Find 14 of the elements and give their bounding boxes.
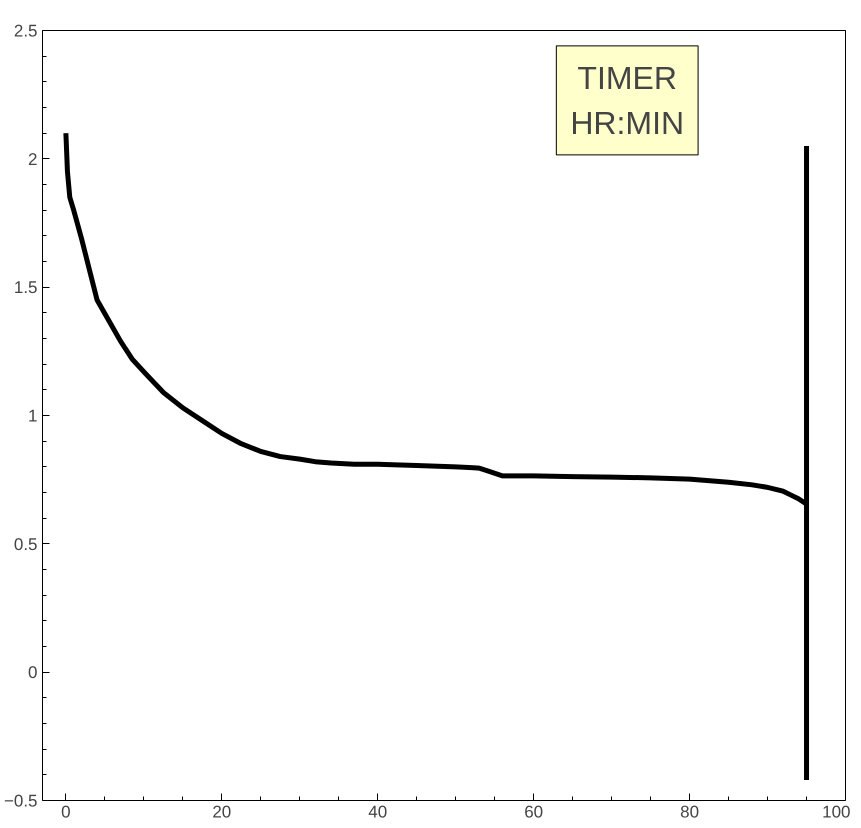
y-tick-label: 2.5: [14, 22, 38, 40]
y-tick-label: 1.5: [14, 278, 38, 298]
x-tick-label: 80: [680, 802, 700, 822]
x-tick-label: 20: [212, 802, 232, 822]
y-tick-label: 1: [28, 406, 38, 426]
x-tick-label: 0: [61, 802, 71, 822]
y-tick-label: 2: [28, 150, 38, 169]
x-tick-label: 40: [368, 802, 388, 822]
x-tick-label: 100: [822, 802, 851, 822]
y-tick-label: 0: [28, 663, 38, 682]
x-tick-label: 60: [524, 802, 544, 822]
y-tick-label: 0.5: [14, 534, 38, 554]
y-tick-label: −0.5: [4, 792, 38, 810]
annotation: TIMER HR:MIN: [570, 60, 684, 141]
